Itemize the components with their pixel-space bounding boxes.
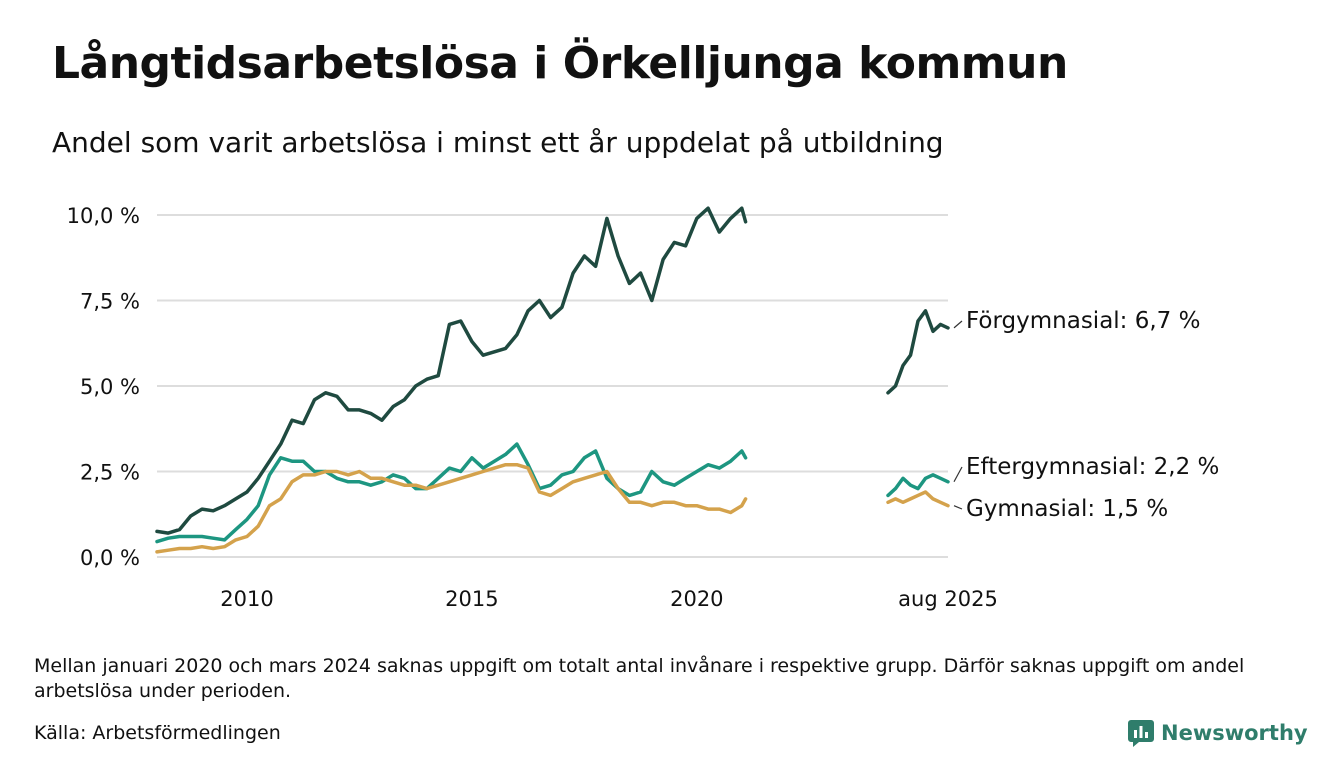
series-line-förgymnasial <box>886 309 950 395</box>
series-line-eftergymnasial <box>886 473 950 498</box>
series-line-förgymnasial <box>155 206 748 535</box>
y-tick-label: 10,0 % <box>67 204 140 228</box>
newsworthy-logo: Newsworthy <box>1128 716 1308 750</box>
x-tick-label: 2020 <box>670 587 723 611</box>
series-line-eftergymnasial <box>155 442 748 544</box>
x-axis-ticks: 2010 2015 2020 aug 2025 <box>220 587 998 611</box>
chart-subtitle: Andel som varit arbetslösa i minst ett å… <box>52 126 944 159</box>
footnote: Mellan januari 2020 och mars 2024 saknas… <box>34 655 1245 702</box>
x-tick-label: 2015 <box>445 587 498 611</box>
y-tick-label: 2,5 % <box>80 461 140 485</box>
brand-name: Newsworthy <box>1161 721 1308 745</box>
label-leader <box>953 320 963 329</box>
line-chart: 0,0 % 2,5 % 5,0 % 7,5 % 10,0 % 2010 2015 2020 a… <box>67 204 1220 611</box>
gridlines <box>157 214 948 558</box>
series-end-labels: Förgymnasial: 6,7 % Eftergymnasial: 2,2 %… <box>953 308 1219 522</box>
label-leader <box>953 466 963 483</box>
newsworthy-logo-icon <box>1128 720 1154 747</box>
series-line-gymnasial <box>155 462 748 554</box>
series-line-gymnasial <box>886 490 950 508</box>
y-tick-label: 0,0 % <box>80 546 140 570</box>
series-end-label: Gymnasial: 1,5 % <box>966 496 1168 522</box>
series-end-label: Eftergymnasial: 2,2 % <box>966 454 1219 480</box>
source-text: Källa: Arbetsförmedlingen <box>34 722 281 744</box>
chart-title: Långtidsarbetslösa i Örkelljunga kommun <box>52 38 1068 89</box>
y-tick-label: 5,0 % <box>80 375 140 399</box>
series-lines <box>155 206 950 554</box>
series-end-label: Förgymnasial: 6,7 % <box>966 308 1200 334</box>
x-tick-label: aug 2025 <box>898 587 998 611</box>
y-axis-ticks: 0,0 % 2,5 % 5,0 % 7,5 % 10,0 % <box>67 204 140 570</box>
y-tick-label: 7,5 % <box>80 290 140 314</box>
label-leader <box>953 505 963 510</box>
x-tick-label: 2010 <box>220 587 273 611</box>
